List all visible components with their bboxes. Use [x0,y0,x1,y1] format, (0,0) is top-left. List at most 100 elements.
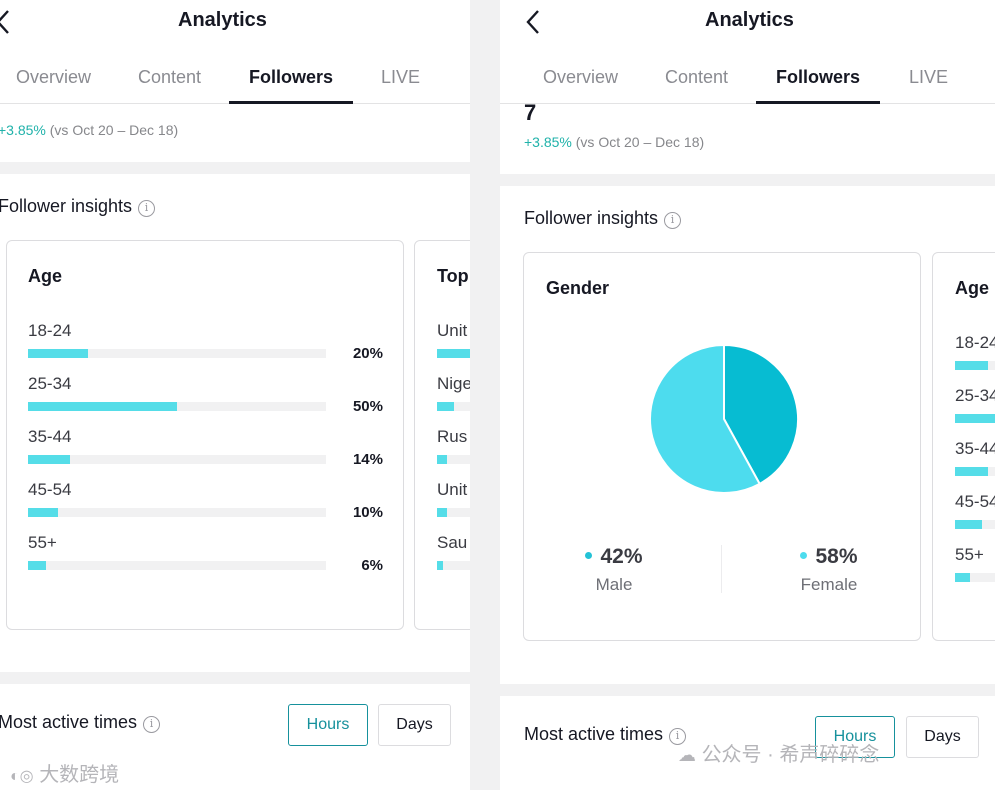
watermark-logo: ◐◎ 大数跨境 [10,764,120,786]
male-pct: 42% [600,545,643,568]
info-icon[interactable]: i [664,212,682,229]
age-range-label: 55+ [28,533,57,552]
legend-divider [721,545,722,593]
list-item-label: Unit [437,480,468,499]
tab-live[interactable]: LIVE [381,67,421,87]
age-bar [28,561,46,570]
list-item-label: Nige [437,374,470,393]
list-item-label: 35-44 [955,439,995,458]
bar [955,414,995,423]
bar-track [437,402,470,411]
gender-card: Gender 42% Male 58% Female [523,252,921,641]
section-divider [500,174,995,186]
list-item-label: 18-24 [955,333,995,352]
age-bar [28,349,88,358]
days-button[interactable]: Days [378,704,451,746]
info-icon[interactable]: i [669,728,687,745]
list-item-label: 45-54 [955,492,995,511]
bar-track [437,349,470,358]
bar-track [437,508,470,517]
days-button[interactable]: Days [906,716,979,758]
hours-button[interactable]: Hours [815,716,895,758]
tab-content[interactable]: Content [665,67,729,87]
tab-followers[interactable]: Followers [776,67,861,87]
follower-count: 7 [524,100,537,125]
bar-track [955,361,995,370]
watermark-icon: ◐◎ [10,768,34,785]
age-card-title: Age [28,266,63,286]
female-legend: 58% Female [759,545,899,595]
list-item: 35-44 [955,439,995,489]
female-dot-icon [800,552,808,559]
list-item: 55+ [955,545,995,595]
male-legend: 42% Male [544,545,684,595]
tab-overview[interactable]: Overview [16,67,92,87]
list-item: 25-34 [955,386,995,436]
tab-followers[interactable]: Followers [249,67,334,87]
back-arrow-icon[interactable] [522,8,544,36]
page-title: Analytics [705,9,794,31]
tab-content[interactable]: Content [138,67,202,87]
bar [955,573,970,582]
age-range-label: 18-24 [28,321,72,340]
list-item: Sau [437,533,470,583]
tab-bar: Overview Content Followers LIVE [0,56,470,104]
info-icon[interactable]: i [143,716,161,733]
list-item-label: 55+ [955,545,984,564]
follower-insights-heading: Follower insights i [524,208,682,229]
age-range-label: 45-54 [28,480,72,499]
info-icon[interactable]: i [138,200,156,217]
list-item: 18-24 [955,333,995,383]
watermark-logo: ☁ 公众号 · 希声碎碎念 [678,744,880,766]
panel-gutter [470,0,500,790]
age-card: Age 18-24 20% 25-34 50% 35-44 14% 45-54 10% 55+ 6… [6,240,404,630]
most-active-times-heading: Most active times i [524,724,687,745]
watermark-icon: ☁ [678,745,696,765]
bar-track [955,520,995,529]
female-pct: 58% [815,545,858,568]
most-active-times-heading: Most active times i [0,712,161,733]
bar [437,508,447,517]
follower-insights-heading: Follower insights i [0,196,156,217]
hours-button[interactable]: Hours [288,704,368,746]
age-bar [28,455,70,464]
back-arrow-icon[interactable] [0,8,14,36]
age-range-label: 25-34 [28,374,72,393]
gender-pie-chart [649,343,799,494]
bar-track [437,561,470,570]
bar [437,561,443,570]
age-percent: 14% [352,451,383,468]
age-bar-track [28,561,326,570]
bar [437,349,470,358]
tab-live[interactable]: LIVE [909,67,949,87]
section-divider [500,684,995,696]
active-tab-indicator [229,101,353,104]
left-panel: Analytics Overview Content Followers LIV… [0,0,470,790]
age-row: 45-54 10% [28,480,383,530]
female-slice [649,343,762,494]
bar [437,455,447,464]
female-label: Female [800,575,858,594]
tab-overview[interactable]: Overview [543,67,619,87]
page-title: Analytics [178,9,267,31]
bar [955,520,982,529]
male-label: Male [595,575,633,594]
age-row: 35-44 14% [28,427,383,477]
age-card-title: Age [955,278,990,298]
age-bar-track [28,508,326,517]
active-tab-indicator [756,101,880,104]
age-bar-track [28,455,326,464]
age-bar [28,402,177,411]
male-slice [723,343,799,486]
bar-track [437,455,470,464]
age-card: Age 18-24 25-34 35-44 45-54 55+ [932,252,995,641]
bar [437,402,454,411]
follower-delta: +3.85% (vs Oct 20 – Dec 18) [524,134,705,150]
age-row: 25-34 50% [28,374,383,424]
list-item: Unit [437,321,470,371]
bar-track [955,573,995,582]
age-percent: 20% [352,345,383,362]
age-bar-track [28,349,326,358]
age-percent: 6% [361,557,383,574]
section-divider [0,672,470,684]
